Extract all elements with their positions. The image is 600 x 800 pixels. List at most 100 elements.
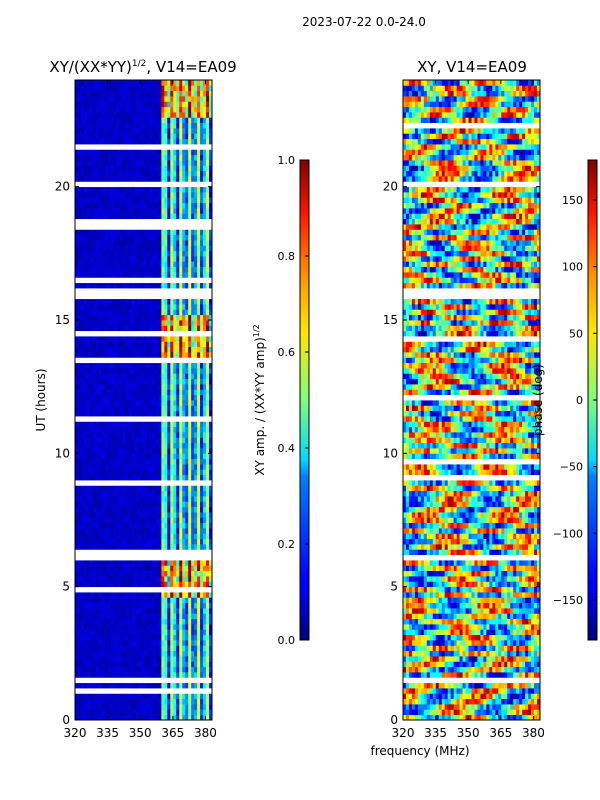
amplitude-heatmap-cell	[107, 341, 112, 348]
amplitude-heatmap-cell	[122, 512, 127, 518]
amplitude-heatmap-cell	[77, 522, 82, 529]
amplitude-heatmap-cell	[182, 709, 186, 716]
amplitude-heatmap-cell	[164, 224, 168, 230]
amplitude-heatmap-cell	[158, 634, 162, 641]
amplitude-heatmap-cell	[77, 458, 82, 465]
amplitude-heatmap-cell	[158, 320, 162, 326]
amplitude-heatmap-cell	[155, 704, 159, 710]
amplitude-heatmap-cell	[179, 512, 183, 518]
amplitude-heatmap-cell	[131, 656, 135, 662]
amplitude-heatmap-cell	[176, 506, 180, 513]
amplitude-heatmap-cell	[158, 613, 162, 620]
amplitude-heatmap-cell	[146, 688, 150, 694]
amplitude-heatmap-cell	[194, 709, 198, 716]
amplitude-heatmap-cell	[122, 458, 127, 465]
amplitude-heatmap-cell	[143, 352, 147, 358]
amplitude-heatmap-cell	[170, 234, 174, 241]
amplitude-heatmap-cell	[107, 613, 112, 620]
amplitude-heatmap-cell	[161, 613, 165, 620]
amplitude-heatmap-cell	[182, 629, 186, 636]
amplitude-heatmap-cell	[116, 458, 121, 465]
amplitude-heatmap-cell	[137, 181, 141, 188]
amplitude-heatmap-cell	[137, 357, 141, 364]
amplitude-heatmap-cell	[209, 704, 213, 710]
amplitude-heatmap-cell	[98, 496, 103, 502]
amplitude-heatmap-cell	[158, 261, 162, 268]
amplitude-heatmap-cell	[80, 250, 85, 257]
amplitude-heatmap-cell	[86, 314, 91, 321]
amplitude-heatmap-cell	[110, 490, 115, 497]
amplitude-heatmap-cell	[161, 432, 165, 438]
amplitude-heatmap-cell	[131, 570, 135, 577]
amplitude-heatmap-cell	[116, 192, 121, 198]
amplitude-heatmap-cell	[80, 682, 85, 689]
amplitude-heatmap-cell	[134, 330, 138, 337]
amplitude-heatmap-cell	[209, 448, 213, 454]
amplitude-heatmap-cell	[200, 341, 204, 348]
amplitude-heatmap-cell	[83, 410, 88, 417]
amplitude-heatmap-cell	[131, 410, 135, 417]
amplitude-heatmap-cell	[197, 325, 201, 332]
amplitude-heatmap-cell	[98, 608, 103, 614]
amplitude-heatmap-cell	[149, 682, 153, 689]
amplitude-heatmap-cell	[134, 528, 138, 534]
amplitude-heatmap-cell	[185, 650, 189, 657]
amplitude-heatmap-cell	[173, 144, 177, 150]
amplitude-heatmap-cell	[113, 426, 118, 433]
amplitude-heatmap-cell	[167, 672, 171, 678]
amplitude-heatmap-cell	[155, 480, 159, 486]
amplitude-heatmap-cell	[89, 442, 94, 449]
amplitude-heatmap-cell	[122, 496, 127, 502]
amplitude-heatmap-cell	[98, 277, 103, 284]
amplitude-heatmap-cell	[206, 186, 210, 193]
amplitude-heatmap-cell	[170, 240, 174, 246]
amplitude-heatmap-cell	[77, 672, 82, 678]
amplitude-heatmap-cell	[176, 704, 180, 710]
amplitude-heatmap-cell	[176, 464, 180, 470]
amplitude-heatmap-cell	[140, 474, 144, 481]
amplitude-heatmap-cell	[104, 714, 109, 721]
amplitude-heatmap-cell	[125, 464, 130, 470]
amplitude-heatmap-cell	[155, 640, 159, 646]
amplitude-heatmap-cell	[197, 714, 201, 721]
amplitude-heatmap-cell	[104, 549, 109, 556]
amplitude-heatmap-cell	[92, 442, 97, 449]
amplitude-heatmap-cell	[116, 144, 121, 150]
amplitude-heatmap-cell	[152, 352, 156, 358]
amplitude-heatmap-cell	[209, 165, 213, 172]
amplitude-heatmap-cell	[110, 266, 115, 273]
amplitude-heatmap-cell	[176, 245, 180, 252]
amplitude-heatmap-cell	[185, 272, 189, 278]
amplitude-heatmap-cell	[86, 560, 91, 566]
amplitude-heatmap-cell	[158, 533, 162, 540]
amplitude-heatmap-cell	[194, 661, 198, 668]
amplitude-heatmap-cell	[101, 336, 106, 342]
amplitude-heatmap-cell	[188, 165, 192, 172]
amplitude-heatmap-cell	[155, 181, 159, 188]
amplitude-heatmap-cell	[101, 522, 106, 529]
amplitude-heatmap-cell	[179, 400, 183, 406]
amplitude-heatmap-cell	[203, 544, 207, 550]
amplitude-heatmap-cell	[107, 656, 112, 662]
amplitude-heatmap-cell	[113, 368, 118, 374]
amplitude-heatmap-cell	[137, 698, 141, 705]
amplitude-heatmap-cell	[200, 224, 204, 230]
amplitude-heatmap-cell	[152, 325, 156, 332]
amplitude-heatmap-cell	[95, 218, 100, 225]
amplitude-heatmap-cell	[75, 570, 79, 577]
amplitude-heatmap-cell	[89, 597, 94, 604]
amplitude-heatmap-cell	[164, 634, 168, 641]
amplitude-heatmap-cell	[188, 714, 192, 721]
amplitude-heatmap-cell	[83, 256, 88, 262]
amplitude-heatmap-cell	[110, 288, 115, 294]
amplitude-heatmap-cell	[80, 336, 85, 342]
amplitude-heatmap-cell	[188, 256, 192, 262]
amplitude-heatmap-cell	[104, 384, 109, 390]
amplitude-heatmap-cell	[140, 213, 144, 220]
amplitude-heatmap-cell	[83, 421, 88, 428]
amplitude-heatmap-cell	[203, 320, 207, 326]
amplitude-heatmap-cell	[95, 496, 100, 502]
amplitude-heatmap-cell	[158, 416, 162, 422]
amplitude-heatmap-cell	[113, 277, 118, 284]
amplitude-heatmap-cell	[89, 586, 94, 593]
